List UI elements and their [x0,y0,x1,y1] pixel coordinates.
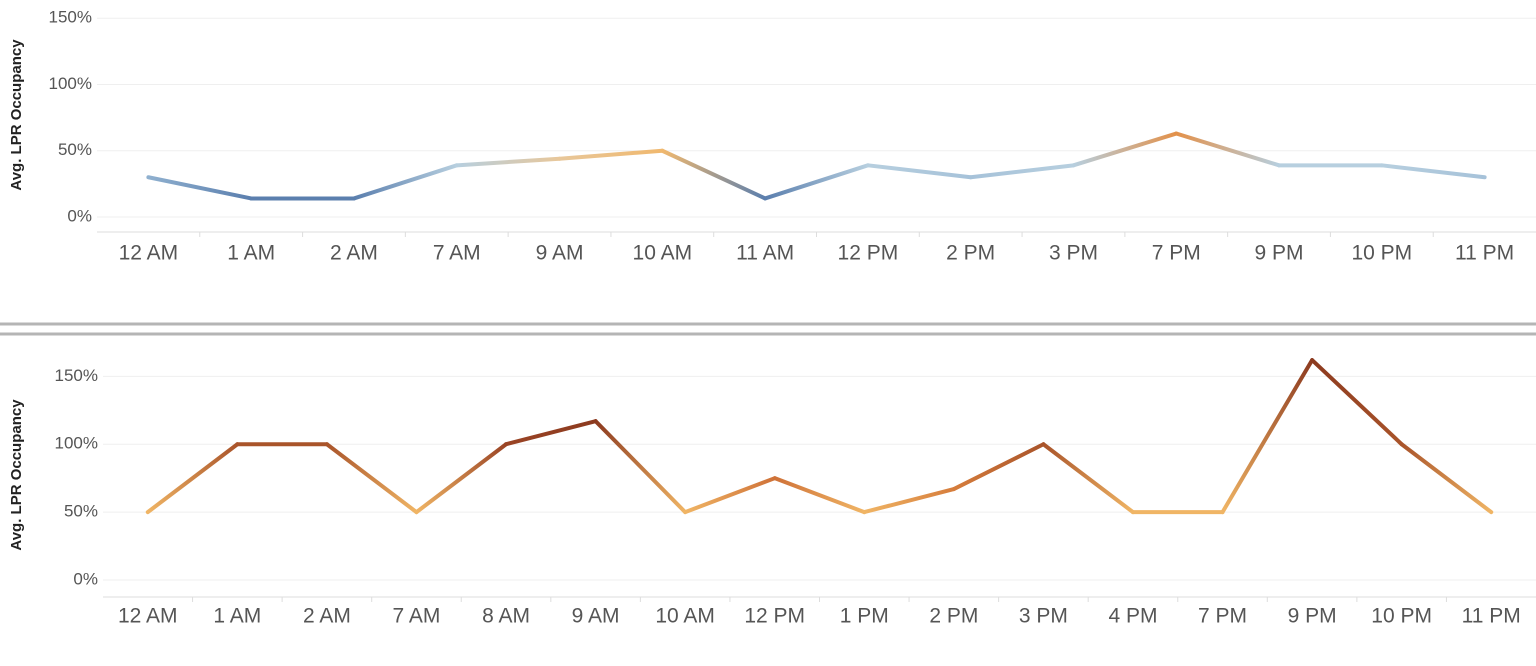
line-segment [414,442,509,515]
y-axis-title: Avg. LPR Occupancy [8,39,25,191]
line-segment [454,156,562,168]
line-segment [772,476,867,515]
x-tick-label: 7 AM [433,242,481,265]
line-segment [660,148,768,201]
y-tick-label: 50% [64,502,98,521]
x-tick-label: 12 PM [744,605,805,628]
line-segment [683,476,777,515]
x-tick-label: 1 AM [227,242,275,265]
line-segment [557,148,665,161]
line-segment [351,163,459,201]
line-segment [324,442,419,515]
y-tick-label: 0% [67,206,92,225]
x-tick-label: 9 PM [1255,242,1304,265]
line-segment [1310,358,1404,447]
x-tick-label: 1 AM [213,605,261,628]
x-tick-label: 8 AM [482,605,530,628]
line-segment [968,163,1076,180]
line-segment [951,442,1046,492]
y-tick-label: 150% [49,8,92,27]
x-tick-label: 2 AM [330,242,378,265]
x-tick-label: 12 AM [119,242,179,265]
x-tick-label: 11 PM [1462,605,1521,628]
x-tick-label: 4 PM [1108,605,1157,628]
x-tick-label: 12 PM [838,242,899,265]
line-segment [1174,131,1282,168]
x-tick-label: 7 AM [393,605,441,628]
y-tick-label: 0% [73,569,98,588]
x-tick-label: 7 PM [1152,242,1201,265]
line-segment [1379,163,1487,180]
y-tick-label: 150% [55,366,98,385]
x-tick-label: 3 PM [1049,242,1098,265]
x-tick-label: 3 PM [1019,605,1068,628]
x-tick-label: 10 PM [1371,605,1432,628]
x-tick-label: 1 PM [840,605,889,628]
line-segment [862,487,956,515]
x-tick-label: 2 PM [946,242,995,265]
line-segment [1399,442,1494,515]
line-segment [1071,131,1179,168]
line-segment [763,163,870,201]
x-tick-label: 2 PM [929,605,978,628]
x-tick-label: 9 AM [536,242,584,265]
x-tick-label: 10 AM [633,242,693,265]
x-tick-label: 9 PM [1288,605,1337,628]
x-tick-label: 12 AM [118,605,178,628]
x-tick-label: 11 PM [1455,242,1514,265]
y-tick-label: 100% [55,434,98,453]
x-tick-label: 9 AM [572,605,620,628]
x-tick-label: 2 AM [303,605,351,628]
y-tick-label: 50% [58,140,92,159]
line-segment [593,419,688,515]
y-axis-title: Avg. LPR Occupancy [8,399,25,551]
y-tick-label: 100% [49,74,92,93]
line-segment [1041,442,1135,515]
line-segment [145,442,240,515]
x-tick-label: 10 AM [655,605,715,628]
line-segment [146,175,254,201]
line-segment [504,419,598,447]
line-segment [865,163,973,180]
x-tick-label: 11 AM [736,242,794,265]
x-tick-label: 7 PM [1198,605,1247,628]
line-segment [1220,358,1315,515]
x-tick-label: 10 PM [1351,242,1412,265]
